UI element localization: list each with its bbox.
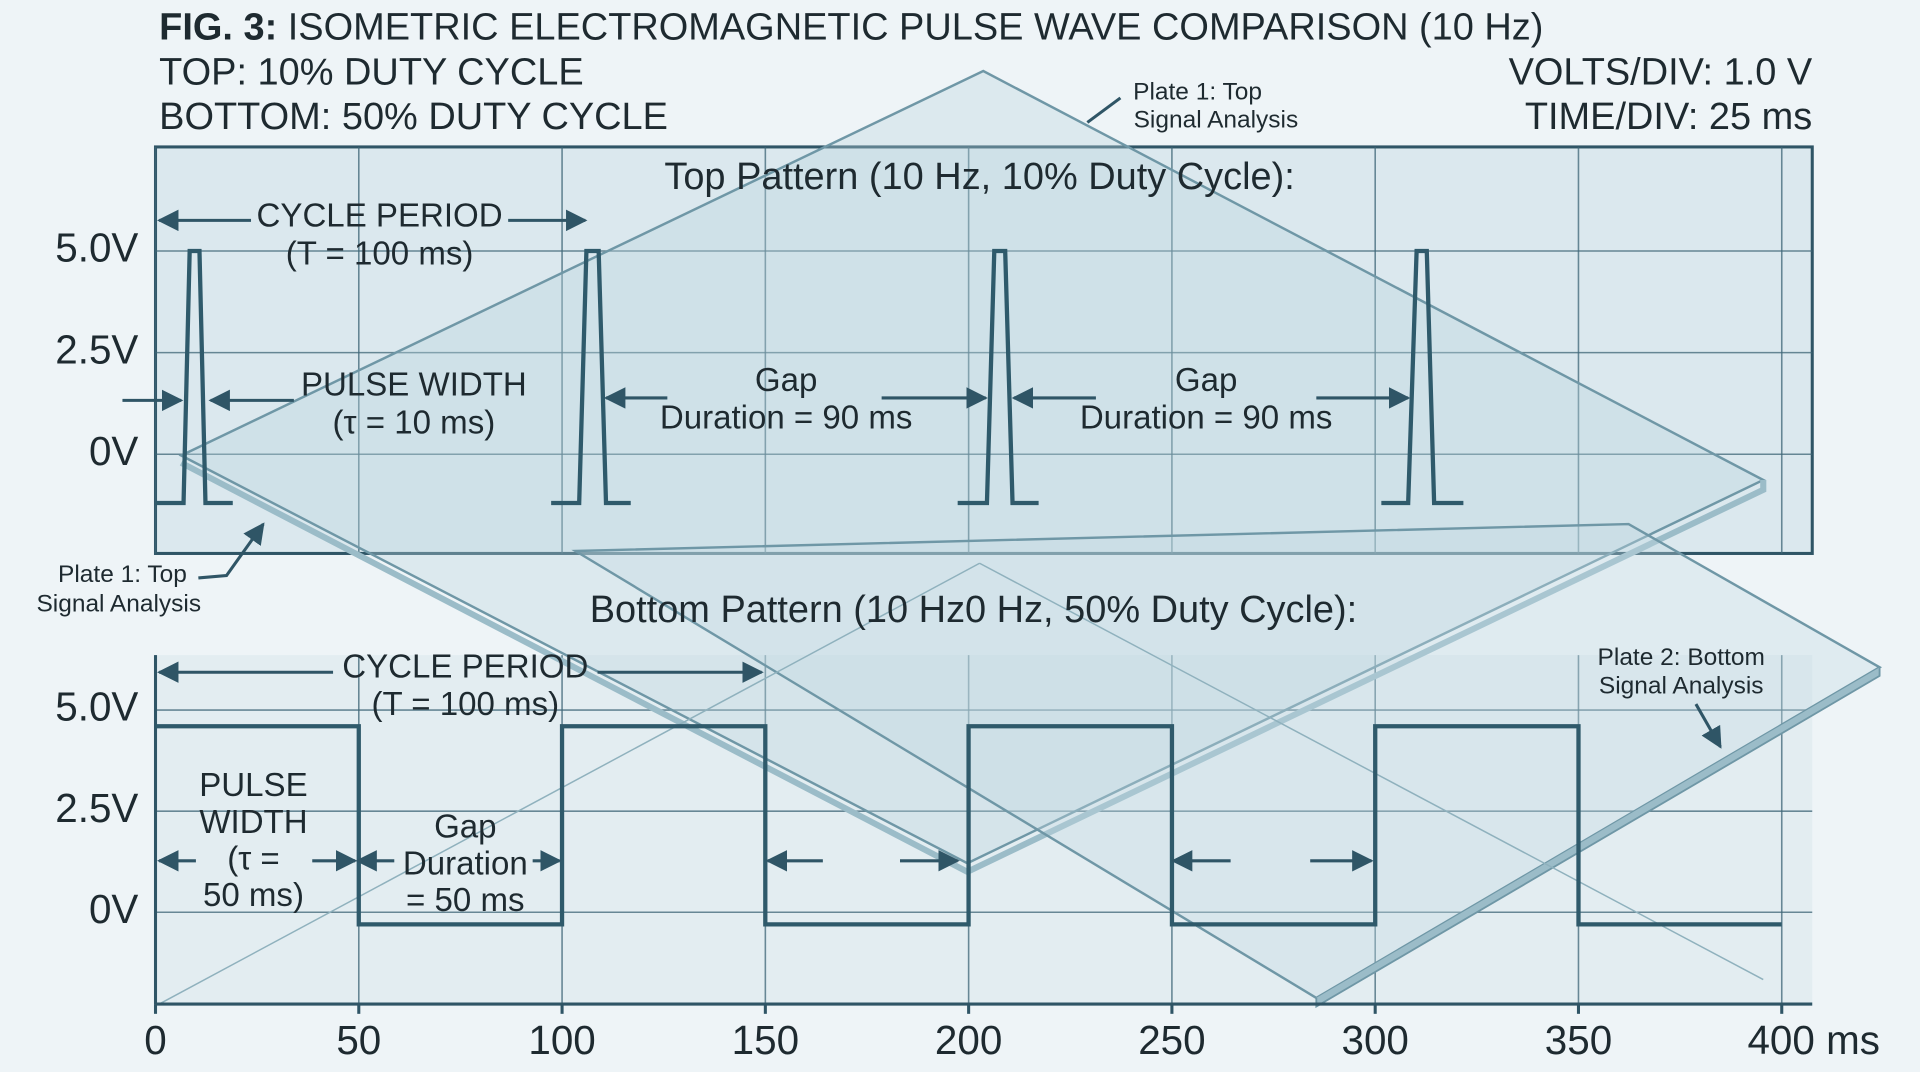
- x-tick-label: 350: [1545, 1017, 1612, 1063]
- grid: [154, 146, 1813, 1005]
- x-tick-label: 100: [528, 1017, 595, 1063]
- y-tick-label: 0V: [89, 428, 138, 474]
- annotation: Gap: [1175, 362, 1237, 399]
- panel-title: Bottom Pattern (10 Hz0 Hz, 50% Duty Cycl…: [590, 589, 1357, 631]
- y-tick-label: 5.0V: [55, 225, 138, 271]
- x-tick-label: 200: [935, 1017, 1002, 1063]
- annotation: PULSE: [199, 767, 307, 804]
- plate-2-edge: [1315, 667, 1881, 1009]
- annotation: Duration = 90 ms: [1080, 400, 1333, 437]
- top-caption: TOP: 10% DUTY CYCLE: [159, 52, 583, 94]
- plate-label: Signal Analysis: [36, 590, 201, 617]
- annotation: PULSE WIDTH: [301, 367, 527, 404]
- y-tick-label: 2.5V: [55, 326, 138, 372]
- annotation: (T = 100 ms): [286, 236, 474, 273]
- waveform: [155, 724, 1782, 927]
- x-tick-label: 400 ms: [1747, 1017, 1879, 1063]
- annotation: Duration: [403, 845, 528, 882]
- annotation: = 50 ms: [406, 882, 524, 919]
- y-tick-label: 2.5V: [55, 785, 138, 831]
- plate-pointer: [1086, 96, 1122, 124]
- top-panel: [153, 145, 1814, 555]
- volts-div: VOLTS/DIV: 1.0 V: [1509, 52, 1813, 94]
- annotation: 50 ms): [203, 877, 304, 914]
- plate-guide: [979, 562, 1764, 981]
- plate-1-edge: [179, 460, 1767, 876]
- bottom-caption: BOTTOM: 50% DUTY CYCLE: [159, 96, 668, 138]
- x-tick-label: 50: [336, 1017, 381, 1063]
- plate-label: Plate 1: Top: [58, 561, 187, 588]
- figure-title: FIG. 3: ISOMETRIC ELECTROMAGNETIC PULSE …: [159, 6, 1543, 48]
- plate-label: Signal Analysis: [1134, 107, 1299, 134]
- annotation: (T = 100 ms): [371, 686, 559, 723]
- figure-title-text: ISOMETRIC ELECTROMAGNETIC PULSE WAVE COM…: [288, 6, 1544, 48]
- panel-title: Top Pattern (10 Hz, 10% Duty Cycle):: [664, 156, 1294, 198]
- annotation: Gap: [755, 362, 817, 399]
- annotation: Gap: [434, 809, 496, 846]
- bottom-panel: [155, 655, 1813, 1005]
- plate-label: Signal Analysis: [1599, 672, 1764, 699]
- annotation: (τ = 10 ms): [333, 405, 496, 442]
- figure-label: FIG. 3:: [159, 6, 277, 48]
- waveform: [155, 248, 1464, 506]
- plate-pointer: [198, 522, 265, 580]
- x-tick-label: 300: [1341, 1017, 1408, 1063]
- annotation: (τ =: [227, 841, 280, 878]
- plate-label: Plate 1: Top: [1133, 79, 1262, 106]
- time-div: TIME/DIV: 25 ms: [1525, 96, 1812, 138]
- annotation: CYCLE PERIOD: [257, 198, 503, 235]
- annotation: WIDTH: [199, 804, 307, 841]
- x-tick-label: 0: [144, 1017, 166, 1063]
- plate-label: Plate 2: Bottom: [1598, 644, 1765, 671]
- annotation: Duration = 90 ms: [660, 400, 913, 437]
- plate-pointer: [1694, 703, 1722, 749]
- annotation: CYCLE PERIOD: [342, 648, 588, 685]
- y-tick-label: 0V: [89, 886, 138, 932]
- x-tick-label: 250: [1138, 1017, 1205, 1063]
- x-tick-label: 150: [732, 1017, 799, 1063]
- y-tick-label: 5.0V: [55, 684, 138, 730]
- plate-guide: [158, 562, 980, 1005]
